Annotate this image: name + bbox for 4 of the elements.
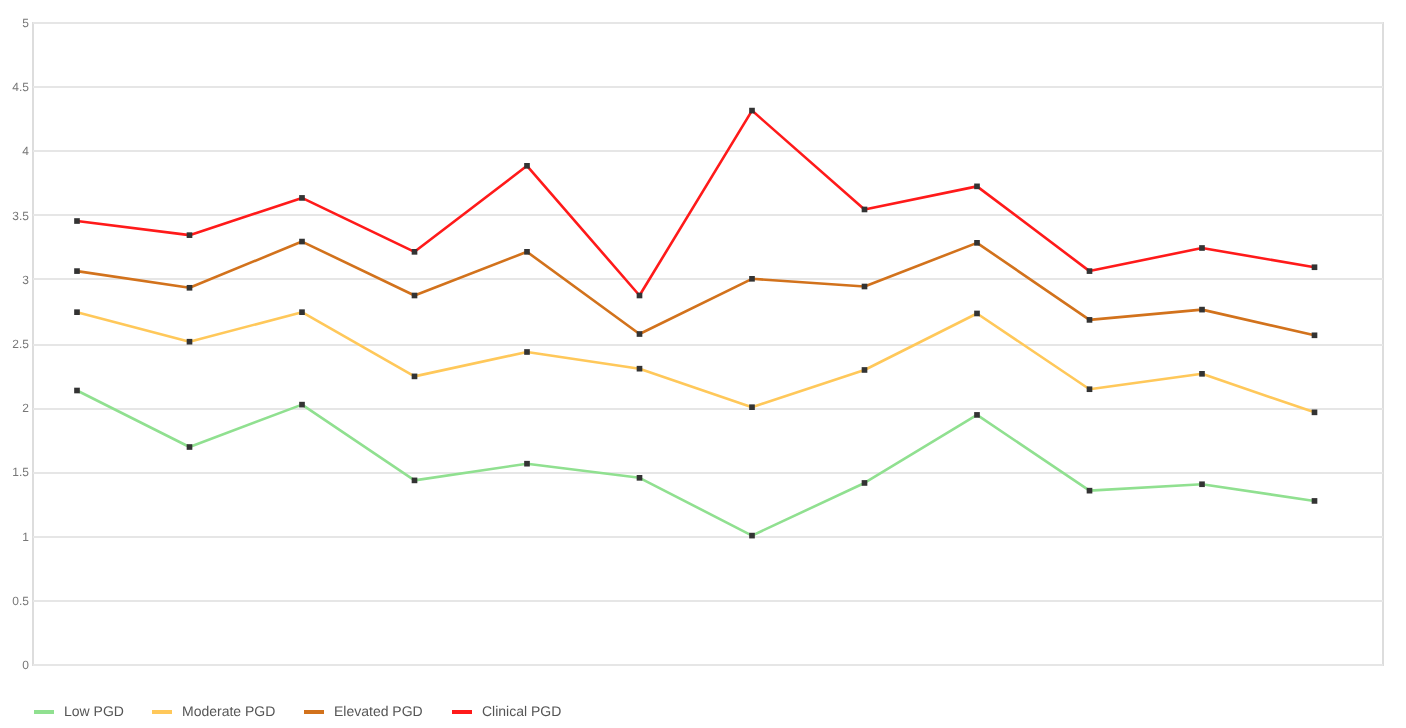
line-series [74, 387, 1318, 539]
line-series [74, 107, 1318, 299]
line-series [74, 238, 1318, 339]
line-series [74, 309, 1318, 416]
